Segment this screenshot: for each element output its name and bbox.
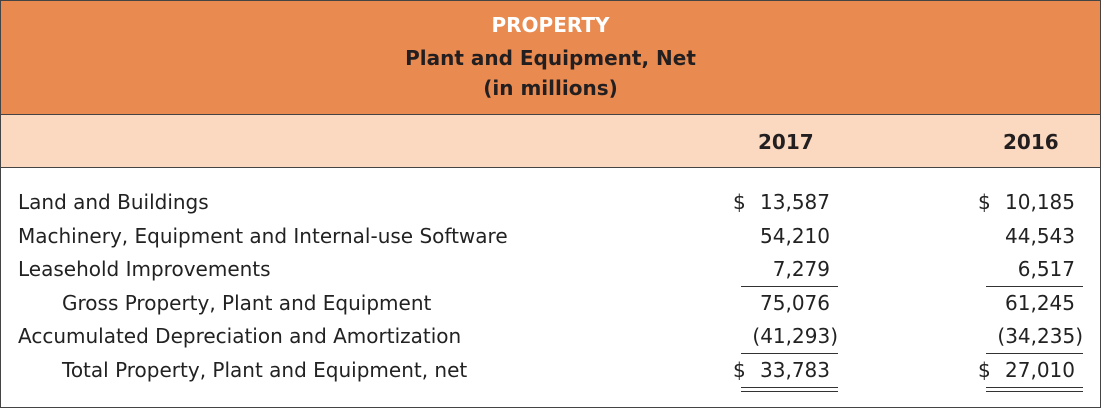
table-row: Land and Buildings $13,587 $10,185 (0, 186, 1101, 219)
table-row: Accumulated Depreciation and Amortizatio… (0, 320, 1101, 353)
cell-2016: 61,245 (978, 287, 1083, 320)
row-label: Gross Property, Plant and Equipment (62, 290, 432, 315)
value: 54,210 (760, 223, 830, 248)
dollar-sign: $ (733, 190, 746, 214)
table-units: (in millions) (483, 76, 618, 100)
table-subtitle: Plant and Equipment, Net (405, 46, 696, 70)
cell-2016: $27,010 (978, 354, 1083, 387)
cell-2016: 44,543 (978, 220, 1083, 253)
table-row: Leasehold Improvements 7,279 6,517 (0, 253, 1101, 286)
cell-2017: $13,587 (733, 186, 838, 219)
value: 33,783 (760, 357, 830, 382)
subtotal-underline-2017 (741, 353, 838, 354)
subtotal-underline-2017 (741, 286, 838, 287)
column-header-2017: 2017 (758, 130, 814, 154)
dollar-sign: $ (733, 357, 746, 382)
total-double-underline-2016 (986, 387, 1083, 392)
cell-2017: 75,076 (733, 287, 838, 320)
value: (34,235) (997, 324, 1083, 348)
row-label: Accumulated Depreciation and Amortizatio… (18, 324, 462, 348)
row-label: Machinery, Equipment and Internal-use So… (18, 223, 508, 248)
dollar-sign: $ (978, 190, 991, 214)
value: 6,517 (1017, 257, 1075, 281)
row-label: Land and Buildings (18, 190, 209, 214)
cell-2017: (41,293) (733, 320, 838, 353)
column-header-row: 2017 2016 (1, 115, 1100, 168)
value: 7,279 (772, 257, 830, 281)
table-row: Total Property, Plant and Equipment, net… (0, 354, 1101, 387)
cell-2016: (34,235) (978, 320, 1083, 353)
dollar-sign: $ (978, 357, 991, 382)
row-label: Leasehold Improvements (18, 257, 271, 281)
value: 27,010 (1005, 357, 1075, 382)
total-double-underline-2017 (741, 387, 838, 392)
table-header: PROPERTY Plant and Equipment, Net (in mi… (1, 1, 1100, 115)
value: 13,587 (760, 190, 830, 214)
cell-2017: 7,279 (733, 253, 838, 286)
table-row: Machinery, Equipment and Internal-use So… (0, 220, 1101, 253)
value: 61,245 (1005, 290, 1075, 315)
value: (41,293) (752, 324, 838, 348)
cell-2016: 6,517 (978, 253, 1083, 286)
value: 75,076 (760, 290, 830, 315)
value: 10,185 (1005, 190, 1075, 214)
column-header-2016: 2016 (1003, 130, 1059, 154)
subtotal-underline-2016 (986, 353, 1083, 354)
cell-2016: $10,185 (978, 186, 1083, 219)
table-title: PROPERTY (491, 13, 610, 37)
table-row: Gross Property, Plant and Equipment 75,07… (0, 287, 1101, 320)
value: 44,543 (1005, 223, 1075, 248)
row-label: Total Property, Plant and Equipment, net (62, 357, 468, 382)
cell-2017: $33,783 (733, 354, 838, 387)
cell-2017: 54,210 (733, 220, 838, 253)
subtotal-underline-2016 (986, 286, 1083, 287)
